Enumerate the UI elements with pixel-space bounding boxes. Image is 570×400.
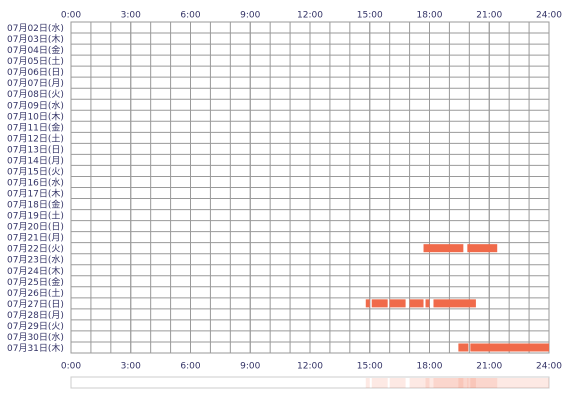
row-label: 07月03日(木) bbox=[7, 33, 64, 45]
x-tick-label: 21:00 bbox=[476, 362, 502, 372]
row-label: 07月26日(土) bbox=[7, 287, 64, 299]
activity-bar bbox=[409, 299, 424, 308]
overview-bar bbox=[389, 378, 406, 388]
x-tick-label: 0:00 bbox=[61, 11, 81, 21]
row-label: 07月02日(水) bbox=[7, 22, 64, 34]
x-tick-label: 18:00 bbox=[417, 362, 443, 372]
row-label: 07月25日(金) bbox=[7, 276, 64, 288]
row-label: 07月07日(月) bbox=[7, 78, 64, 89]
row-label: 07月19日(土) bbox=[7, 210, 64, 222]
row-label: 07月18日(金) bbox=[7, 199, 64, 211]
x-tick-label: 15:00 bbox=[357, 11, 383, 21]
activity-bar bbox=[458, 343, 469, 352]
overview-bar bbox=[467, 378, 498, 388]
activity-bar bbox=[425, 299, 430, 308]
row-label: 07月14日(月) bbox=[7, 155, 64, 166]
activity-bar bbox=[433, 299, 476, 308]
row-label: 07月06日(日) bbox=[7, 67, 64, 78]
row-label: 07月08日(火) bbox=[7, 89, 64, 100]
x-tick-label: 3:00 bbox=[121, 362, 141, 372]
row-label: 07月13日(日) bbox=[7, 144, 64, 155]
x-tick-label: 15:00 bbox=[357, 362, 383, 372]
row-label: 07月22日(火) bbox=[7, 244, 64, 255]
x-tick-label: 3:00 bbox=[121, 11, 141, 21]
overview-bar bbox=[423, 378, 464, 388]
overview-bar bbox=[365, 378, 370, 388]
row-label: 07月21日(月) bbox=[7, 233, 64, 244]
activity-bar bbox=[371, 299, 388, 308]
row-label: 07月31日(木) bbox=[7, 342, 64, 354]
activity-bar bbox=[470, 343, 549, 352]
x-tick-label: 6:00 bbox=[180, 11, 200, 21]
row-label: 07月16日(水) bbox=[7, 176, 64, 188]
row-label: 07月10日(木) bbox=[7, 110, 64, 122]
row-label: 07月29日(火) bbox=[7, 321, 64, 332]
overview-strip bbox=[70, 376, 550, 389]
overview-bar bbox=[470, 378, 549, 388]
overview-bar bbox=[458, 378, 469, 388]
row-label: 07月09日(水) bbox=[7, 99, 64, 111]
x-tick-label: 18:00 bbox=[417, 11, 443, 21]
row-label: 07月28日(月) bbox=[7, 310, 64, 321]
row-label: 07月15日(火) bbox=[7, 166, 64, 177]
x-tick-label: 0:00 bbox=[61, 362, 81, 372]
overview-bar bbox=[425, 378, 430, 388]
overview-bar bbox=[409, 378, 424, 388]
row-label: 07月20日(日) bbox=[7, 222, 64, 233]
x-tick-label: 24:00 bbox=[536, 362, 562, 372]
row-label: 07月12日(土) bbox=[7, 132, 64, 144]
row-label: 07月24日(木) bbox=[7, 265, 64, 277]
row-label: 07月04日(金) bbox=[7, 44, 64, 56]
row-label: 07月11日(金) bbox=[7, 121, 64, 133]
row-label: 07月23日(水) bbox=[7, 254, 64, 266]
activity-bar bbox=[467, 244, 498, 253]
x-tick-label: 12:00 bbox=[297, 11, 323, 21]
x-tick-label: 21:00 bbox=[476, 11, 502, 21]
row-label: 07月27日(日) bbox=[7, 299, 64, 310]
activity-bar bbox=[389, 299, 406, 308]
x-tick-label: 12:00 bbox=[297, 362, 323, 372]
overview-bar bbox=[433, 378, 476, 388]
row-label: 07月05日(土) bbox=[7, 55, 64, 67]
row-label: 07月17日(木) bbox=[7, 188, 64, 200]
x-tick-label: 24:00 bbox=[536, 11, 562, 21]
activity-bar bbox=[365, 299, 370, 308]
x-tick-label: 6:00 bbox=[180, 362, 200, 372]
overview-bar bbox=[371, 378, 388, 388]
activity-bar bbox=[423, 244, 464, 253]
x-tick-label: 9:00 bbox=[240, 362, 260, 372]
x-tick-label: 9:00 bbox=[240, 11, 260, 21]
row-label: 07月30日(水) bbox=[7, 331, 64, 343]
